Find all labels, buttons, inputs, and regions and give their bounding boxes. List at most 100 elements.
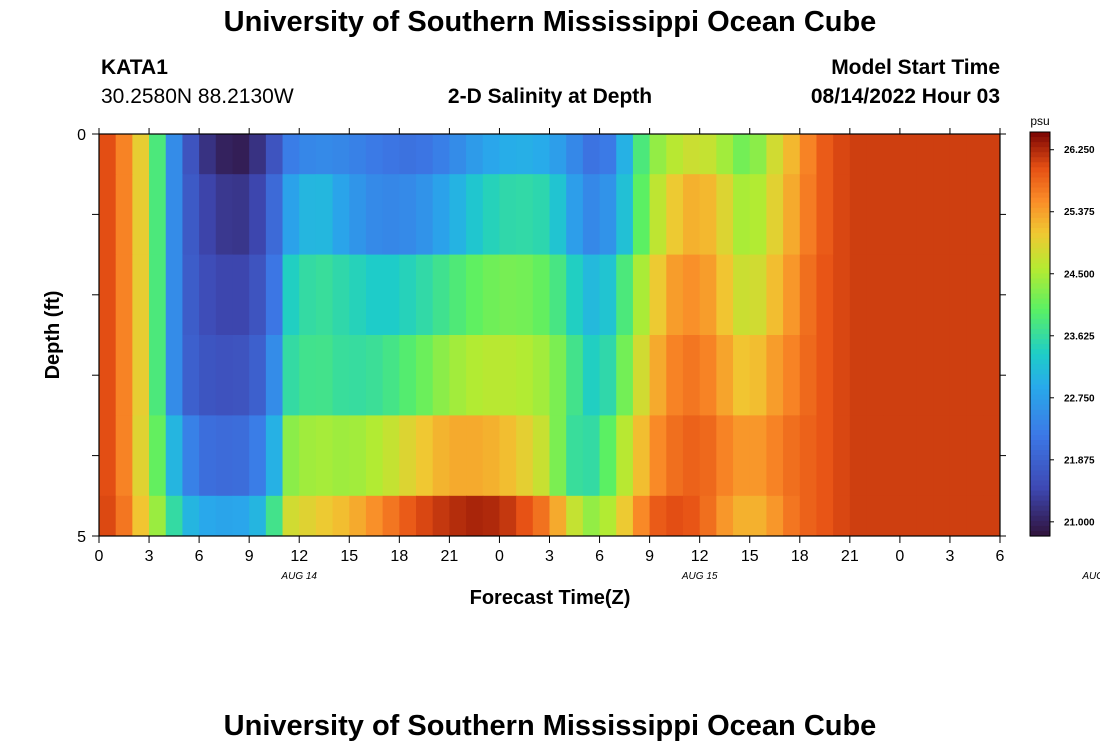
heatmap-cell (599, 415, 617, 497)
colorbar-swatch (1030, 364, 1050, 370)
heatmap-cell (399, 495, 417, 536)
heatmap-cell (649, 335, 667, 416)
heatmap-cell (983, 174, 1000, 256)
heatmap-cell (99, 335, 117, 416)
heatmap-cell (349, 335, 367, 416)
heatmap-cell (749, 335, 768, 416)
colorbar-swatch (1030, 344, 1050, 350)
heatmap-cell (549, 415, 567, 497)
colorbar-label: 25.375 (1064, 207, 1095, 218)
heatmap-cell (933, 254, 951, 336)
colorbar-swatch (1030, 480, 1050, 487)
heatmap-cell (315, 335, 334, 416)
heatmap-cell (616, 495, 634, 536)
heatmap-cell (399, 335, 417, 416)
heatmap-cell (516, 174, 534, 256)
heatmap-cell (349, 134, 367, 175)
colorbar-swatch (1030, 510, 1050, 517)
heatmap-cell (482, 134, 501, 175)
heatmap-cell (616, 134, 634, 175)
heatmap-cell (849, 415, 868, 497)
colorbar-swatch (1030, 435, 1050, 441)
heatmap-cell (849, 134, 868, 175)
heatmap-cell (566, 335, 584, 416)
heatmap-cell (833, 254, 851, 336)
heatmap-cell (299, 254, 317, 336)
colorbar-swatch (1030, 313, 1050, 320)
heatmap-cell (949, 254, 968, 336)
heatmap-cell (883, 335, 901, 416)
heatmap-cell (432, 335, 450, 416)
heatmap-cell (833, 134, 851, 175)
colorbar-swatch (1030, 460, 1050, 466)
heatmap-cell (699, 335, 717, 416)
heatmap-cell (149, 415, 167, 497)
x-tick-label: 18 (390, 548, 408, 565)
heatmap-cell (599, 254, 617, 336)
heatmap-cell (682, 415, 701, 497)
heatmap-cell (432, 174, 450, 256)
colorbar-swatch (1030, 394, 1050, 401)
colorbar-swatch (1030, 475, 1050, 482)
heatmap-cell (299, 495, 317, 536)
colorbar-label: 21.875 (1064, 455, 1095, 466)
heatmap-cell (132, 174, 150, 256)
heatmap-cell (799, 495, 818, 536)
heatmap-cell (532, 174, 551, 256)
heatmap-cell (733, 254, 751, 336)
heatmap-cell (966, 174, 984, 256)
heatmap-cell (499, 254, 517, 336)
heatmap-cell (265, 415, 284, 497)
heatmap-cell (582, 254, 601, 336)
colorbar-swatch (1030, 157, 1050, 163)
heatmap-cell (783, 174, 801, 256)
heatmap-cell (549, 335, 567, 416)
heatmap-cell (899, 415, 918, 497)
heatmap-cell (516, 335, 534, 416)
heatmap-cell (115, 254, 133, 336)
heatmap-cell (165, 174, 184, 256)
heatmap-cell (783, 254, 801, 336)
x-axis-label: Forecast Time(Z) (470, 587, 631, 609)
colorbar-swatch (1030, 212, 1050, 219)
heatmap-cell (499, 495, 517, 536)
heatmap-cell (365, 254, 384, 336)
heatmap-cell (933, 415, 951, 497)
heatmap-cell (916, 174, 934, 256)
heatmap-cell (899, 495, 918, 536)
colorbar-swatch (1030, 450, 1050, 456)
colorbar-swatch (1030, 374, 1050, 381)
colorbar-label: 26.250 (1064, 145, 1095, 156)
x-tick-label: 12 (691, 548, 709, 565)
heatmap-cell (883, 254, 901, 336)
heatmap-cell (632, 415, 651, 497)
colorbar-swatch (1030, 485, 1050, 492)
colorbar-swatch (1030, 470, 1050, 476)
heatmap-cell (666, 495, 684, 536)
heatmap-cell (315, 174, 334, 256)
heatmap-cell (616, 174, 634, 256)
date-label: AUG 16 (1081, 571, 1100, 582)
heatmap-cell (99, 495, 117, 536)
heatmap-cell (949, 335, 968, 416)
heatmap-cell (165, 134, 184, 175)
heatmap-cell (165, 335, 184, 416)
heatmap-cell (816, 415, 834, 497)
station-coordinates: 30.2580N 88.2130W (101, 85, 294, 108)
heatmap-cell (232, 415, 250, 497)
heatmap-cell (699, 174, 717, 256)
heatmap-cell (199, 134, 217, 175)
heatmap-cell (616, 254, 634, 336)
colorbar-swatch (1030, 379, 1050, 386)
heatmap-cell (149, 134, 167, 175)
heatmap-cell (132, 335, 150, 416)
heatmap-cell (733, 174, 751, 256)
heatmap-cell (432, 134, 450, 175)
heatmap-cell (249, 134, 267, 175)
heatmap-cell (249, 495, 267, 536)
colorbar-swatch (1030, 162, 1050, 168)
heatmap-cell (799, 134, 818, 175)
heatmap-cell (899, 134, 918, 175)
heatmap-cell (115, 174, 133, 256)
heatmap-cell (199, 254, 217, 336)
